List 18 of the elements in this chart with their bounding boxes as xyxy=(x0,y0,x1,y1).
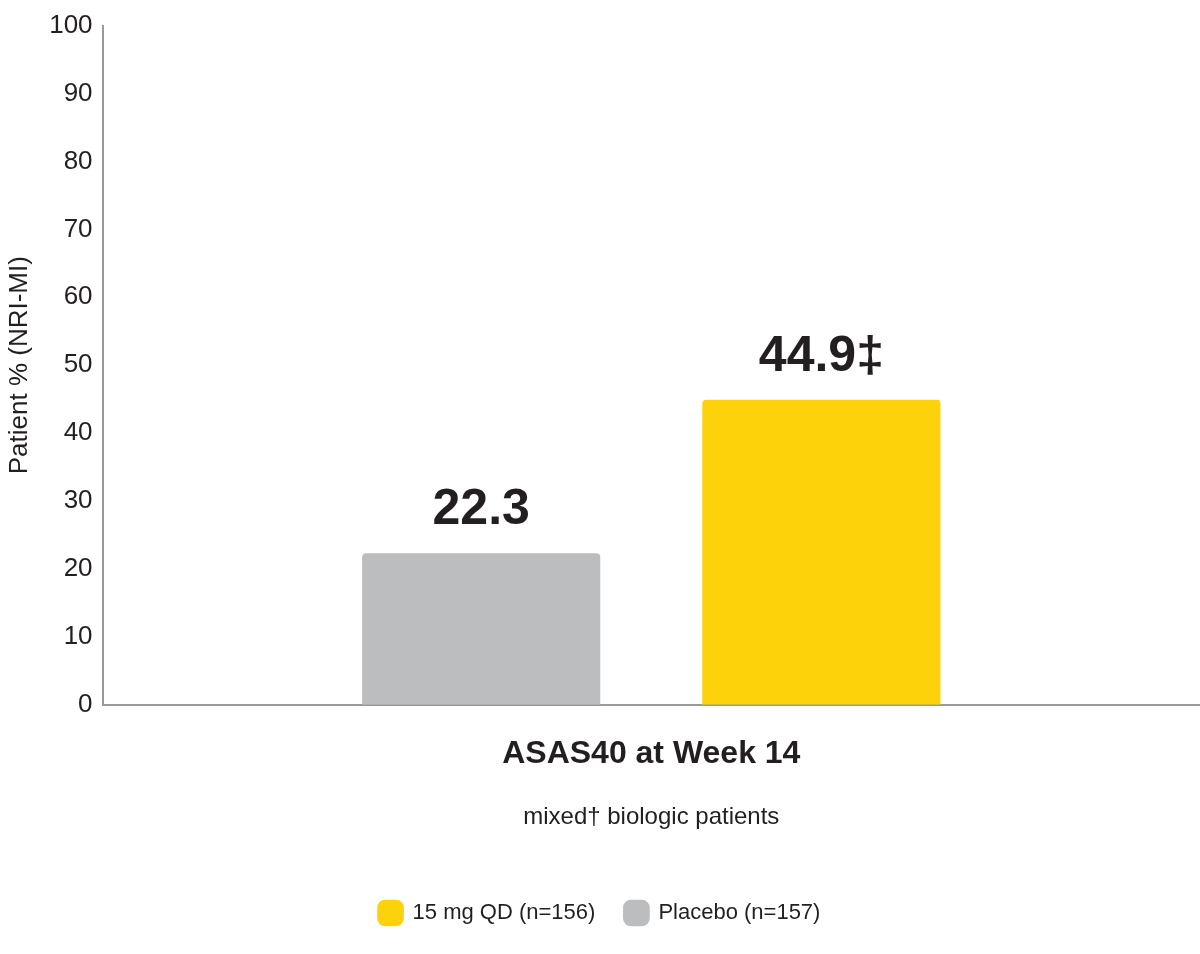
y-axis-title: Patient % (NRI-MI) xyxy=(2,256,33,475)
y-tick-label: 20 xyxy=(63,552,93,583)
y-tick-label: 0 xyxy=(78,687,93,718)
legend-label: 15 mg QD (n=156) xyxy=(412,899,596,925)
y-tick-label: 50 xyxy=(63,348,93,379)
data-label: 44.9‡ xyxy=(758,325,884,382)
y-tick-label: 100 xyxy=(49,8,93,39)
y-tick-label: 60 xyxy=(63,280,93,311)
y-tick-label: 10 xyxy=(63,620,93,651)
x-tick-label: ASAS40 at Week 14 xyxy=(502,733,801,770)
y-tick-label: 30 xyxy=(63,484,93,515)
x-axis-title: mixed† biologic patients xyxy=(523,802,780,830)
y-tick-label: 80 xyxy=(63,144,93,175)
legend-label: Placebo (n=157) xyxy=(658,899,821,925)
data-label: 22.3 xyxy=(432,479,530,536)
y-tick-label: 90 xyxy=(63,76,93,107)
y-tick-label: 40 xyxy=(63,416,93,447)
y-tick-label: 70 xyxy=(63,212,93,243)
